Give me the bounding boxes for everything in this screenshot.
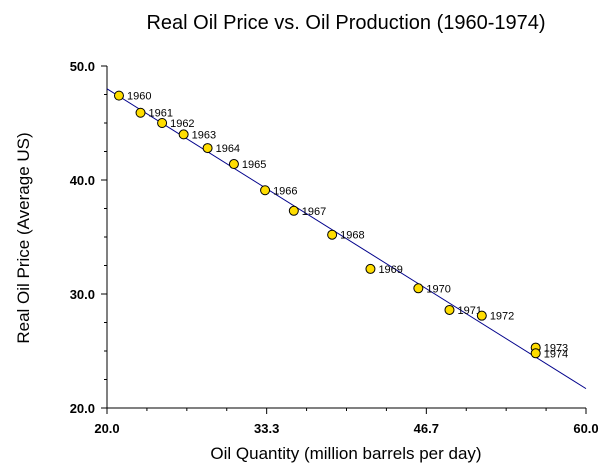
data-point-label: 1974 [544, 348, 568, 360]
y-tick-label: 30.0 [70, 287, 95, 302]
data-point-label: 1962 [170, 118, 194, 130]
data-point [135, 107, 146, 118]
y-tick-label: 20.0 [70, 401, 95, 416]
data-point-label: 1963 [192, 129, 216, 141]
data-point-label: 1969 [378, 264, 402, 276]
x-tick-label: 33.3 [254, 421, 279, 436]
data-point [327, 229, 338, 240]
data-point-label: 1967 [302, 206, 326, 218]
trendline-group [106, 88, 587, 390]
trendline [106, 88, 587, 390]
x-tick-label: 20.0 [94, 421, 119, 436]
x-tick-label: 60.0 [573, 421, 598, 436]
data-point [228, 159, 239, 170]
data-point-label: 1972 [490, 311, 514, 323]
data-point [444, 304, 455, 315]
data-point [530, 348, 541, 359]
data-point [476, 310, 487, 321]
y-tick-label: 40.0 [70, 173, 95, 188]
data-point-label: 1970 [426, 283, 450, 295]
y-tick-label: 50.0 [70, 59, 95, 74]
data-point-label: 1960 [127, 91, 151, 103]
data-point [202, 143, 213, 154]
y-axis-label: Real Oil Price (Average US) [14, 132, 33, 343]
x-axis-label: Oil Quantity (million barrels per day) [210, 444, 481, 463]
data-point-label: 1966 [273, 185, 297, 197]
data-point-label: 1971 [457, 305, 481, 317]
data-point [260, 185, 271, 196]
data-point [365, 263, 376, 274]
data-point [113, 90, 124, 101]
data-point [157, 118, 168, 128]
data-point-label: 1964 [216, 143, 240, 155]
data-point-label: 1968 [340, 230, 364, 242]
ticks: 20.0 33.3 46.7 60.0 20.0 30.0 40.0 50.0 [70, 59, 599, 436]
data-point-label: 1965 [242, 159, 266, 171]
chart-title: Real Oil Price vs. Oil Production (1960-… [146, 12, 545, 34]
data-point [413, 283, 424, 294]
x-tick-label: 46.7 [414, 421, 439, 436]
data-point [178, 129, 189, 140]
data-point-label: 1961 [149, 108, 173, 120]
data-point [288, 205, 299, 216]
data-point-label: 1973 [544, 343, 568, 355]
